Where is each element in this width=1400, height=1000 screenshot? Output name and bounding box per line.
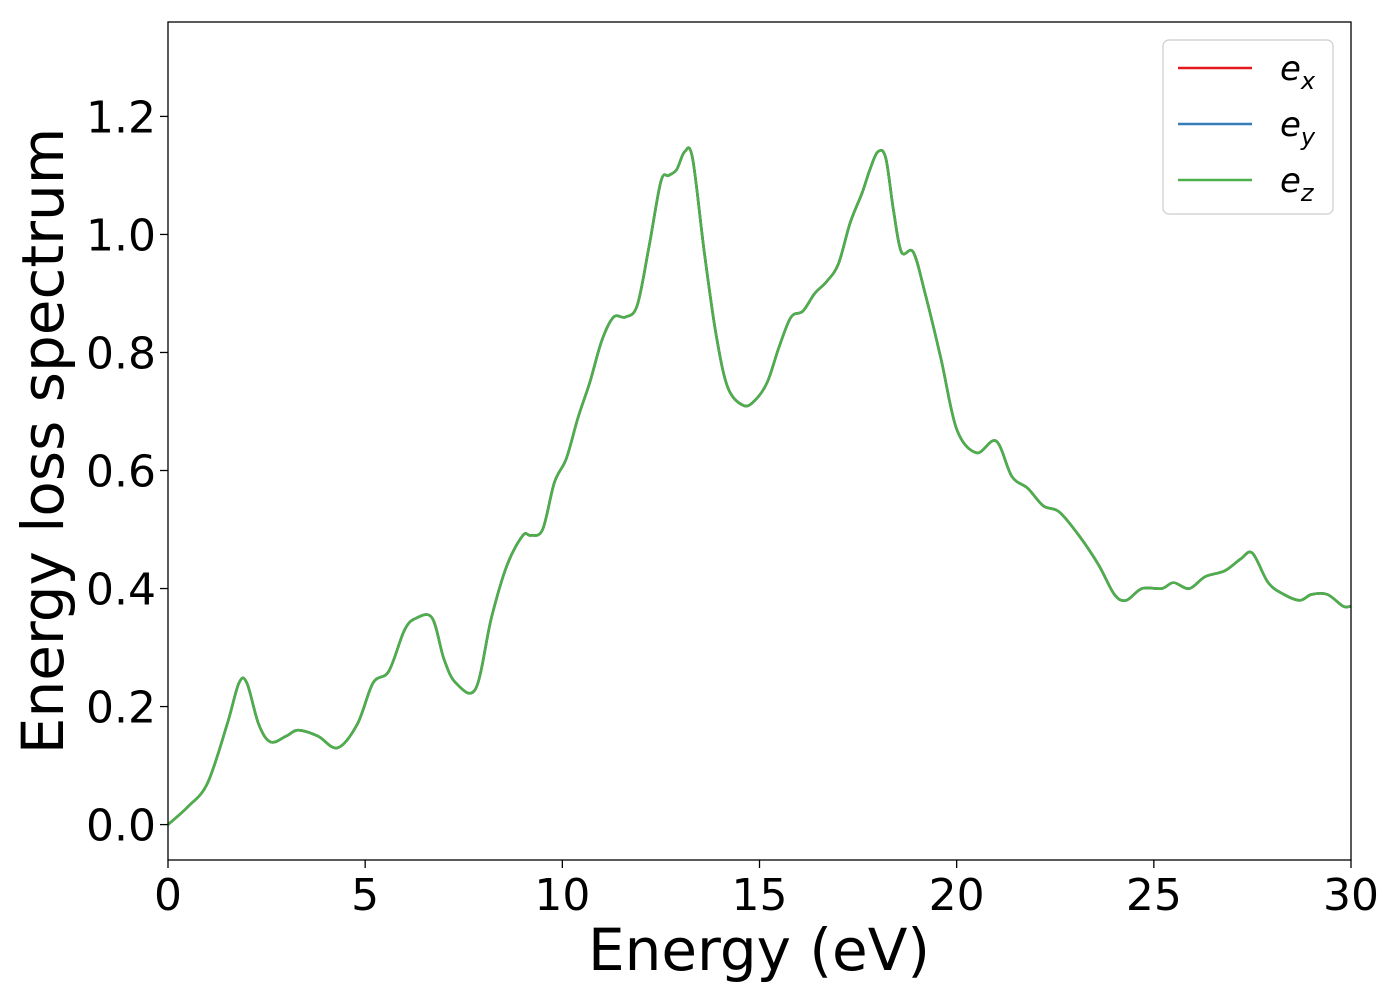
y-tick-label: 0.4 — [86, 565, 156, 616]
series-lines — [168, 146, 1351, 826]
x-axis-label: Energy (eV) — [588, 916, 930, 984]
y-tick-label: 0.2 — [86, 683, 156, 734]
y-tick-label: 0.8 — [86, 328, 156, 379]
x-tick-label: 20 — [929, 870, 985, 921]
x-axis-ticks: 0 5 10 15 20 25 30 — [154, 860, 1379, 921]
series-line-ey — [168, 146, 1351, 826]
y-tick-label: 1.0 — [86, 210, 156, 261]
y-tick-label: 0.0 — [86, 801, 156, 852]
y-tick-label: 0.6 — [86, 447, 156, 498]
x-tick-label: 30 — [1323, 870, 1379, 921]
y-axis-label: Energy loss spectrum — [9, 128, 77, 754]
y-tick-label: 1.2 — [86, 92, 156, 143]
series-line-ez — [168, 146, 1351, 826]
y-axis-ticks: 0.0 0.2 0.4 0.6 0.8 1.0 1.2 — [86, 92, 168, 852]
x-tick-label: 15 — [732, 870, 788, 921]
x-tick-label: 5 — [351, 870, 379, 921]
x-tick-label: 10 — [534, 870, 590, 921]
series-line-ex — [168, 146, 1351, 826]
legend-label-ez: ez — [1280, 161, 1315, 207]
x-tick-label: 0 — [154, 870, 182, 921]
legend-box — [1162, 39, 1334, 215]
x-tick-label: 25 — [1126, 870, 1182, 921]
